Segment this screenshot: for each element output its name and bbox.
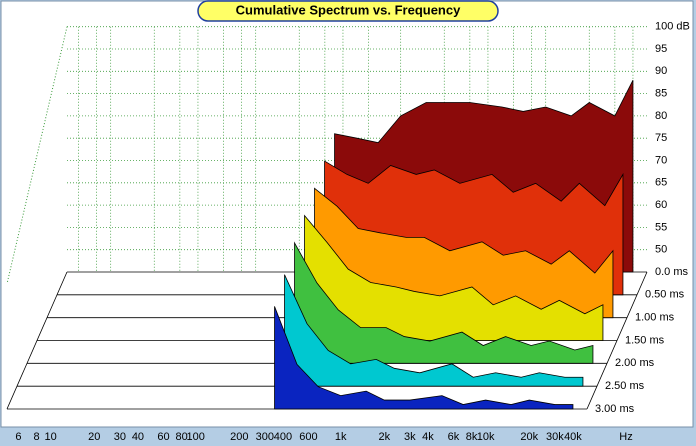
x-tick-label: 40 [132, 431, 144, 443]
time-tick-label: 2.00 ms [615, 357, 655, 369]
x-tick-label: 6 [15, 431, 21, 443]
time-tick-label: 0.50 ms [645, 289, 685, 301]
y-tick-label: 60 [655, 199, 667, 211]
y-tick-label: 75 [655, 132, 667, 144]
x-tick-label: 4k [422, 431, 434, 443]
x-tick-label: 20 [88, 431, 100, 443]
x-tick-label: 1k [335, 431, 347, 443]
spectrum-slice [304, 214, 604, 341]
spectrum-slice [294, 241, 594, 364]
y-tick-label: 55 [655, 221, 667, 233]
time-tick-label: 1.50 ms [625, 334, 665, 346]
x-tick-label: 400 [274, 431, 292, 443]
spectrum-slice [274, 306, 574, 410]
x-tick-label: 60 [157, 431, 169, 443]
x-tick-label: 80 [175, 431, 187, 443]
x-tick-label: 6k [448, 431, 460, 443]
wall-edge [6, 26, 68, 284]
y-tick-label: 85 [655, 88, 667, 100]
x-tick-label: 2k [378, 431, 390, 443]
spectrum-slice [284, 274, 584, 387]
title-box [197, 0, 499, 22]
x-unit: Hz [619, 431, 632, 443]
spectrum-slice [314, 187, 614, 319]
time-tick-label: 0.0 ms [655, 266, 689, 278]
x-tick-label: 10 [45, 431, 57, 443]
y-tick-label: 65 [655, 177, 667, 189]
y-tick-label: 95 [655, 43, 667, 55]
x-tick-label: 100 [186, 431, 204, 443]
chart-title: Cumulative Spectrum vs. Frequency [236, 2, 461, 17]
time-tick-label: 3.00 ms [595, 403, 635, 415]
x-tick-label: 300 [256, 431, 274, 443]
time-tick-label: 2.50 ms [605, 380, 645, 392]
x-tick-label: 10k [477, 431, 495, 443]
y-tick-label: 50 [655, 244, 667, 256]
y-tick-label: 100 dB [655, 21, 690, 33]
x-tick-label: 30k [546, 431, 564, 443]
y-tick-label: 80 [655, 110, 667, 122]
x-tick-label: 200 [230, 431, 248, 443]
x-tick-label: 30 [114, 431, 126, 443]
y-tick-label: 70 [655, 154, 667, 166]
y-tick-label: 90 [655, 65, 667, 77]
x-tick-label: 40k [564, 431, 582, 443]
x-tick-label: 3k [404, 431, 416, 443]
x-tick-label: 8 [34, 431, 40, 443]
x-tick-label: 600 [299, 431, 317, 443]
x-tick-label: 20k [520, 431, 538, 443]
x-tick-label: 8k [466, 431, 478, 443]
time-tick-label: 1.00 ms [635, 312, 675, 324]
